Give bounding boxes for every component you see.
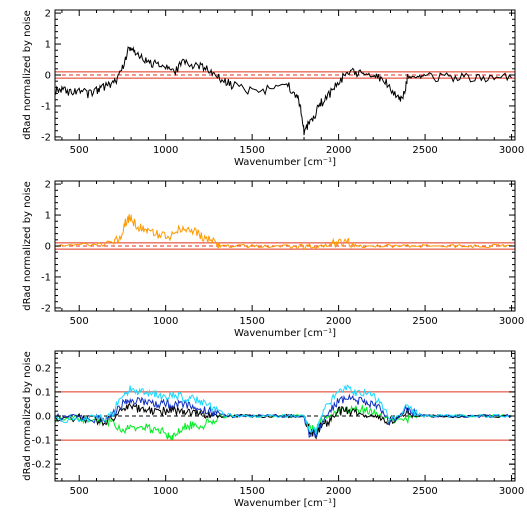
x-tick-label: 2000 — [326, 486, 351, 497]
series-line-1 — [55, 402, 512, 440]
x-tick-label: 2500 — [412, 145, 437, 156]
x-tick-label: 500 — [70, 145, 89, 156]
x-tick-label: 3000 — [499, 316, 524, 327]
x-tick-label: 1000 — [153, 145, 178, 156]
x-tick-label: 2500 — [412, 316, 437, 327]
y-tick-label: 2 — [45, 180, 51, 191]
y-tick-label: 0.2 — [35, 363, 51, 374]
y-tick-label: 0 — [45, 242, 51, 253]
x-tick-label: 3000 — [499, 486, 524, 497]
series-line-0 — [55, 46, 512, 136]
y-axis-label: dRad normalized by noise — [22, 10, 33, 140]
y-tick-label: -2 — [41, 303, 51, 314]
series-line-0 — [55, 404, 512, 442]
x-tick-label: 2000 — [326, 145, 351, 156]
y-tick-label: 0.1 — [35, 387, 51, 398]
y-tick-label: 1 — [45, 211, 51, 222]
y-tick-label: -0.1 — [31, 436, 51, 447]
x-tick-label: 3000 — [499, 145, 524, 156]
y-tick-label: -1 — [41, 101, 51, 112]
y-tick-label: -1 — [41, 272, 51, 283]
y-tick-label: -0.2 — [31, 460, 51, 471]
x-tick-label: 1000 — [153, 486, 178, 497]
plot-panel-top: 500 1000 1500 2000 2500 3000 -2 -1 0 1 2 Wavenumber… — [22, 9, 524, 168]
x-axis-label: Wavenumber [cm⁻¹] — [234, 157, 336, 168]
x-tick-label: 2500 — [412, 486, 437, 497]
x-tick-label: 1500 — [239, 316, 264, 327]
x-tick-label: 500 — [70, 486, 89, 497]
y-tick-label: 1 — [45, 40, 51, 51]
x-tick-label: 500 — [70, 316, 89, 327]
y-tick-label: 2 — [45, 9, 51, 20]
x-axis-label: Wavenumber [cm⁻¹] — [234, 498, 336, 509]
x-tick-label: 1500 — [239, 145, 264, 156]
series-line-3 — [55, 384, 512, 436]
plot-frame — [54, 9, 516, 141]
plot-panel-middle: 500 1000 1500 2000 2500 3000 -2 -1 0 1 2 Wavenumber… — [22, 180, 524, 339]
series-line-2 — [55, 393, 512, 439]
x-tick-label: 1500 — [239, 486, 264, 497]
y-tick-label: -2 — [41, 132, 51, 143]
y-tick-label: 0.0 — [35, 412, 51, 423]
x-tick-label: 1000 — [153, 316, 178, 327]
x-axis-label: Wavenumber [cm⁻¹] — [234, 328, 336, 339]
x-tick-label: 2000 — [326, 316, 351, 327]
y-tick-label: 0 — [45, 71, 51, 82]
series-line-0 — [55, 214, 512, 251]
y-axis-label: dRad normalized by noise — [22, 351, 33, 481]
plot-frame — [54, 180, 516, 312]
y-axis-label: dRad normalized by noise — [22, 181, 33, 311]
plot-panel-bottom: 500 1000 1500 2000 2500 3000 -0.2 -0.1 0.0 0.1 0.2… — [22, 350, 524, 509]
